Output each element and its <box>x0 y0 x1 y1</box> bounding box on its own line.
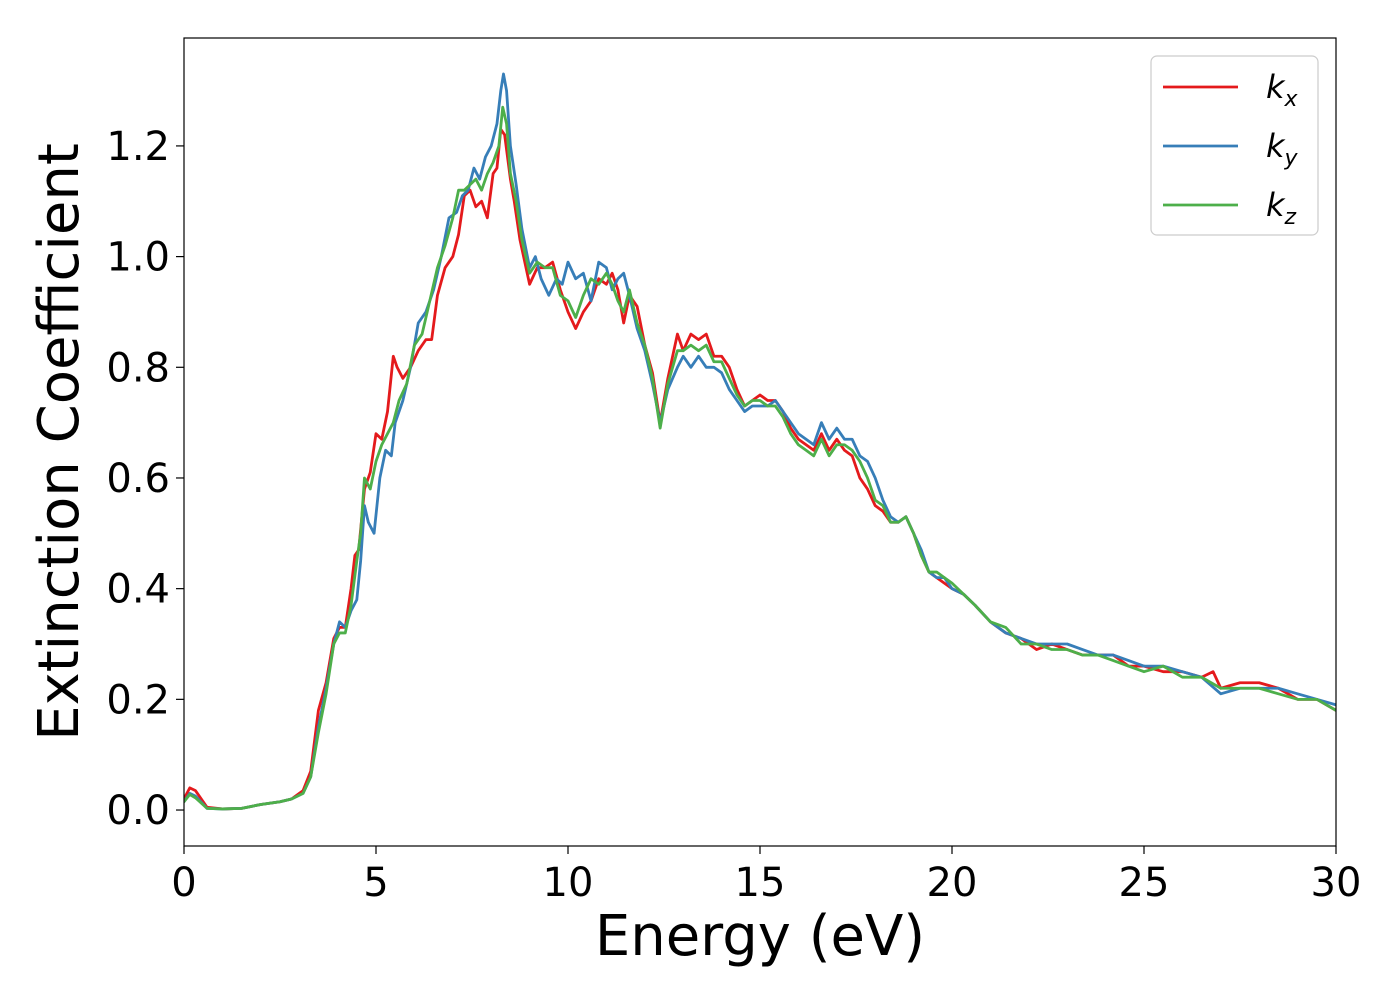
legend-label-z: kz <box>1266 186 1297 230</box>
series-layer <box>184 72 1336 811</box>
x-tick-label: 15 <box>735 860 786 906</box>
y-tick-label: 0.2 <box>106 677 170 723</box>
y-tick-label: 0.4 <box>106 567 170 613</box>
y-tick-label: 1.2 <box>106 124 170 170</box>
y-axis: 0.0 0.2 0.4 0.6 0.8 1.0 1.2 <box>106 124 184 834</box>
y-tick-label: 1.0 <box>106 235 170 281</box>
legend-label-main: k <box>1266 68 1286 106</box>
series-line-z <box>184 105 1336 811</box>
x-tick-label: 20 <box>927 860 978 906</box>
x-tick-label: 5 <box>363 860 388 906</box>
legend-label-subscript: y <box>1284 146 1299 171</box>
x-tick-label: 10 <box>543 860 594 906</box>
legend-label-subscript: z <box>1284 205 1297 230</box>
legend-label-main: k <box>1266 186 1286 224</box>
legend-label-y: ky <box>1266 127 1299 171</box>
x-axis: 0 5 10 15 20 25 30 <box>171 846 1361 906</box>
y-tick-label: 0.6 <box>106 456 170 502</box>
x-tick-label: 25 <box>1119 860 1170 906</box>
legend-label-subscript: x <box>1284 87 1299 112</box>
y-tick-label: 0.8 <box>106 345 170 391</box>
legend-label-x: kx <box>1266 68 1299 112</box>
x-tick-label: 0 <box>171 860 196 906</box>
x-axis-title: Energy (eV) <box>595 904 925 969</box>
legend-item-z: kz <box>1163 186 1297 230</box>
legend-item-x: kx <box>1163 68 1299 112</box>
legend-item-y: ky <box>1163 127 1299 171</box>
legend-label-main: k <box>1266 127 1286 165</box>
y-axis-title: Extinction Coefficient <box>27 143 92 741</box>
y-tick-label: 0.0 <box>106 788 170 834</box>
x-tick-label: 30 <box>1311 860 1362 906</box>
